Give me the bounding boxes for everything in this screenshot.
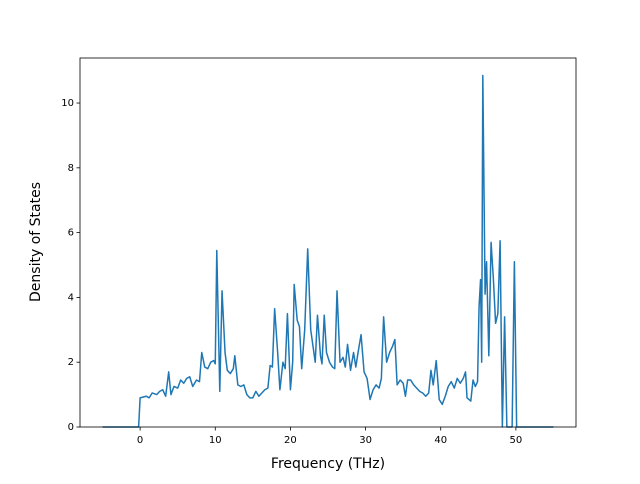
y-tick-label: 6 xyxy=(68,228,74,239)
y-tick-label: 4 xyxy=(68,292,74,303)
x-tick-label: 10 xyxy=(209,435,222,446)
y-tick-label: 10 xyxy=(61,98,74,109)
data-line xyxy=(102,74,554,428)
y-axis-label: Density of States xyxy=(28,182,44,302)
y-tick-label: 0 xyxy=(68,422,74,433)
x-tick-label: 40 xyxy=(434,435,447,446)
x-tick-label: 0 xyxy=(137,435,143,446)
plot-frame xyxy=(79,57,577,428)
x-tick-label: 20 xyxy=(284,435,297,446)
x-tick-label: 30 xyxy=(359,435,372,446)
x-axis-label: Frequency (THz) xyxy=(271,456,385,472)
y-tick-label: 8 xyxy=(68,163,74,174)
x-tick-label: 50 xyxy=(510,435,523,446)
y-tick-label: 2 xyxy=(68,357,74,368)
